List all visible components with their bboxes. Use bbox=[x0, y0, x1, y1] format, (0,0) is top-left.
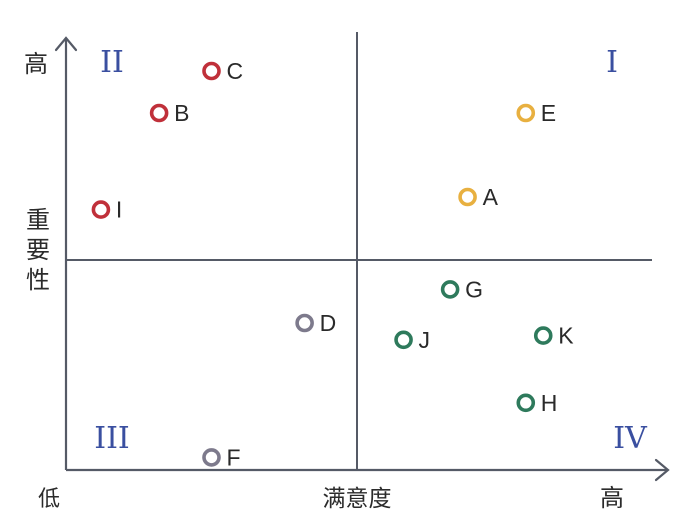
point-label-k: K bbox=[558, 323, 574, 349]
point-b bbox=[149, 103, 169, 123]
point-a bbox=[458, 187, 477, 207]
quadrant-label-iv: IV bbox=[613, 421, 648, 456]
y-axis-high-label: 高 bbox=[24, 50, 48, 78]
x-axis-arrowhead bbox=[654, 458, 670, 482]
x-axis-label: 满意度 bbox=[323, 486, 392, 512]
y-axis-arrowhead bbox=[54, 36, 78, 52]
x-axis-high-label: 高 bbox=[600, 484, 624, 512]
point-e bbox=[516, 103, 536, 123]
point-d bbox=[295, 313, 314, 333]
point-label-f: F bbox=[227, 444, 241, 470]
quadrant-label-iii: III bbox=[94, 421, 130, 456]
point-j bbox=[394, 330, 413, 350]
quadrant-label-i: I bbox=[606, 45, 618, 80]
point-c bbox=[202, 61, 221, 81]
point-label-j: J bbox=[419, 327, 431, 353]
point-f bbox=[202, 448, 221, 467]
point-label-h: H bbox=[541, 390, 558, 416]
point-label-b: B bbox=[174, 100, 189, 126]
point-label-a: A bbox=[483, 184, 499, 210]
point-g bbox=[440, 280, 460, 299]
point-label-e: E bbox=[541, 100, 556, 126]
point-label-i: I bbox=[116, 197, 122, 223]
point-label-c: C bbox=[227, 58, 244, 84]
point-i bbox=[91, 200, 111, 219]
point-label-g: G bbox=[465, 276, 483, 302]
quadrant-label-ii: II bbox=[100, 45, 124, 80]
point-k bbox=[533, 326, 553, 345]
point-h bbox=[516, 393, 536, 413]
data-points: A B C D E F G H I J K bbox=[91, 58, 574, 470]
point-label-d: D bbox=[320, 310, 337, 336]
y-axis-label: 重要性 bbox=[26, 206, 50, 294]
x-axis-low-label: 低 bbox=[38, 487, 60, 512]
